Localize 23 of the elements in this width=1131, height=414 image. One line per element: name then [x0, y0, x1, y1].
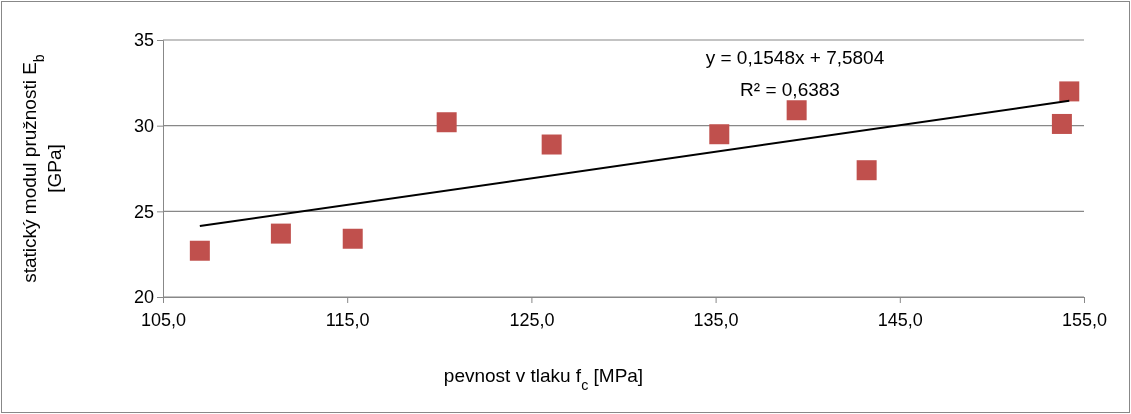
y-tick-label: 25: [133, 201, 154, 222]
x-tick-label: 145,0: [877, 309, 923, 330]
point: [270, 223, 291, 244]
point: [436, 112, 457, 133]
x-tick-label: 115,0: [325, 309, 370, 330]
point: [541, 134, 562, 155]
point: [1051, 113, 1072, 134]
x-tick-label: 155,0: [1061, 309, 1108, 330]
point: [1059, 81, 1080, 102]
point: [786, 100, 807, 121]
y-tick-label: 30: [133, 115, 154, 136]
y-tick-label: 35: [133, 30, 154, 51]
point: [342, 228, 363, 249]
annotation: R² = 0,6383: [740, 79, 840, 100]
point: [709, 124, 730, 145]
point: [856, 160, 877, 181]
x-tick-label: 125,0: [509, 309, 555, 330]
x-tick-label: 105,0: [140, 309, 187, 330]
x-tick-label: 135,0: [693, 309, 739, 330]
x-axis-title: pevnost v tlaku f$_{c}$ [MPa]: [443, 365, 644, 393]
annotation: y = 0,1548x + 7,5804: [705, 47, 885, 68]
y-tick-label: 20: [133, 287, 154, 308]
point: [189, 240, 210, 261]
